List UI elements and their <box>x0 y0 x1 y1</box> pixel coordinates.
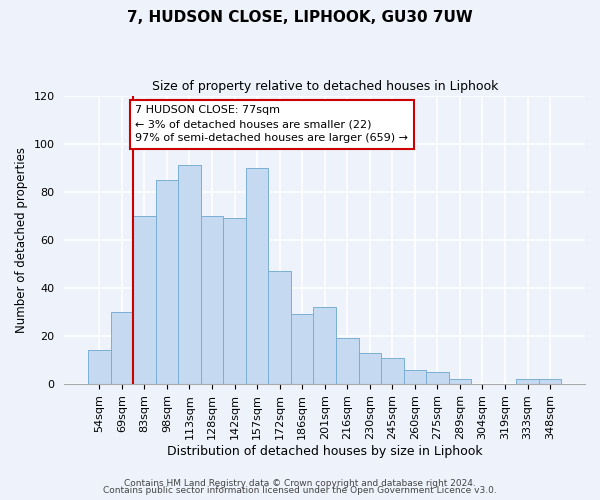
Bar <box>155 180 178 384</box>
Bar <box>201 216 223 384</box>
Bar <box>539 380 562 384</box>
Bar <box>426 372 449 384</box>
Text: 7 HUDSON CLOSE: 77sqm
← 3% of detached houses are smaller (22)
97% of semi-detac: 7 HUDSON CLOSE: 77sqm ← 3% of detached h… <box>136 105 409 143</box>
Bar <box>223 218 246 384</box>
Bar <box>246 168 268 384</box>
Text: Contains HM Land Registry data © Crown copyright and database right 2024.: Contains HM Land Registry data © Crown c… <box>124 478 476 488</box>
Bar <box>381 358 404 384</box>
Bar <box>516 380 539 384</box>
Bar <box>110 312 133 384</box>
Bar <box>336 338 359 384</box>
Bar <box>449 380 471 384</box>
Bar <box>404 370 426 384</box>
Title: Size of property relative to detached houses in Liphook: Size of property relative to detached ho… <box>152 80 498 93</box>
Bar <box>268 271 291 384</box>
Text: Contains public sector information licensed under the Open Government Licence v3: Contains public sector information licen… <box>103 486 497 495</box>
Bar <box>178 166 201 384</box>
Y-axis label: Number of detached properties: Number of detached properties <box>15 147 28 333</box>
Bar <box>133 216 155 384</box>
Bar <box>291 314 313 384</box>
Text: 7, HUDSON CLOSE, LIPHOOK, GU30 7UW: 7, HUDSON CLOSE, LIPHOOK, GU30 7UW <box>127 10 473 25</box>
Bar <box>88 350 110 384</box>
X-axis label: Distribution of detached houses by size in Liphook: Distribution of detached houses by size … <box>167 444 482 458</box>
Bar <box>359 353 381 384</box>
Bar <box>313 307 336 384</box>
